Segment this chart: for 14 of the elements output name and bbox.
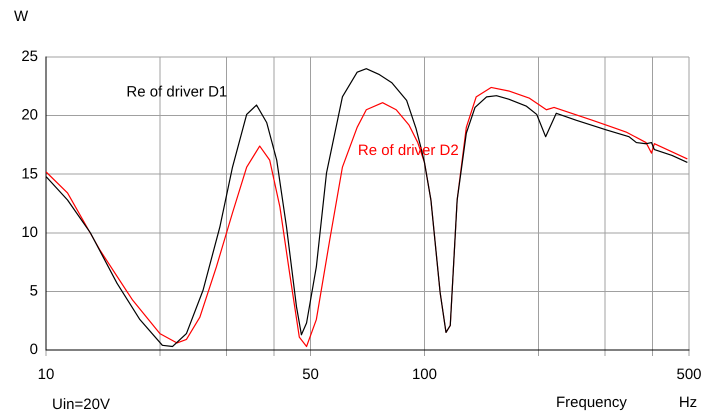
y-tick-label: 20 (21, 106, 38, 124)
x-tick-label: 50 (302, 366, 319, 384)
y-tick-label: 25 (21, 48, 38, 66)
text: Uin=20V (52, 396, 110, 414)
y-tick-label: 5 (30, 282, 38, 300)
text: Hz (678, 394, 698, 412)
x-tick-label: 100 (412, 366, 437, 384)
series-label: Re of driver D1 (126, 83, 228, 100)
x-tick-label: 500 (676, 366, 702, 384)
y-tick-label: 10 (21, 224, 38, 241)
y-tick-label: 0 (30, 341, 38, 358)
y-axis-title: W (14, 8, 29, 26)
y-tick-label: 15 (21, 165, 38, 182)
x-axis-title: Frequency (556, 394, 628, 412)
